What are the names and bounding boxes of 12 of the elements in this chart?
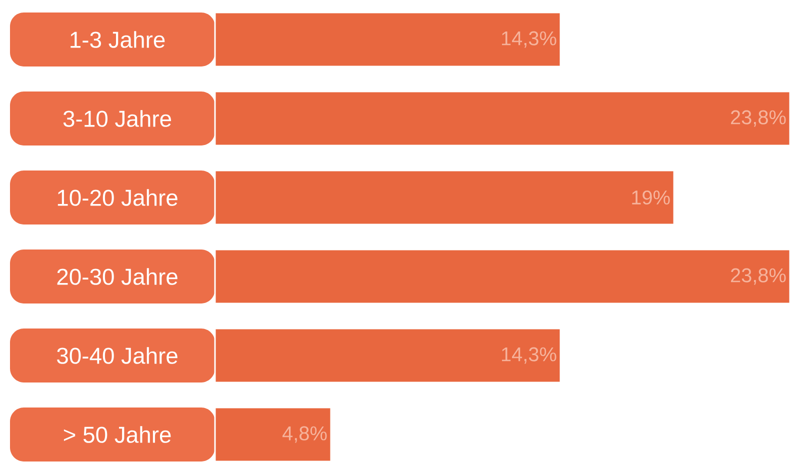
data-label: 4,8% bbox=[282, 426, 327, 443]
data-label: 23,8% bbox=[730, 110, 786, 127]
y-tick-label: 1-3 Jahre bbox=[70, 31, 165, 48]
y-tick-label: 20-30 Jahre bbox=[57, 268, 178, 285]
y-tick-label: > 50 Jahre bbox=[64, 426, 171, 443]
y-tick-label: 10-20 Jahre bbox=[58, 189, 178, 206]
data-label: 14,3% bbox=[502, 31, 556, 48]
y-tick-label: 30-40 Jahre bbox=[57, 347, 178, 364]
y-tick-label: 3-10 Jahre bbox=[63, 110, 172, 127]
data-label: 23,8% bbox=[730, 268, 786, 285]
data-label: 19% bbox=[632, 190, 670, 205]
data-label: 14,3% bbox=[502, 347, 556, 364]
